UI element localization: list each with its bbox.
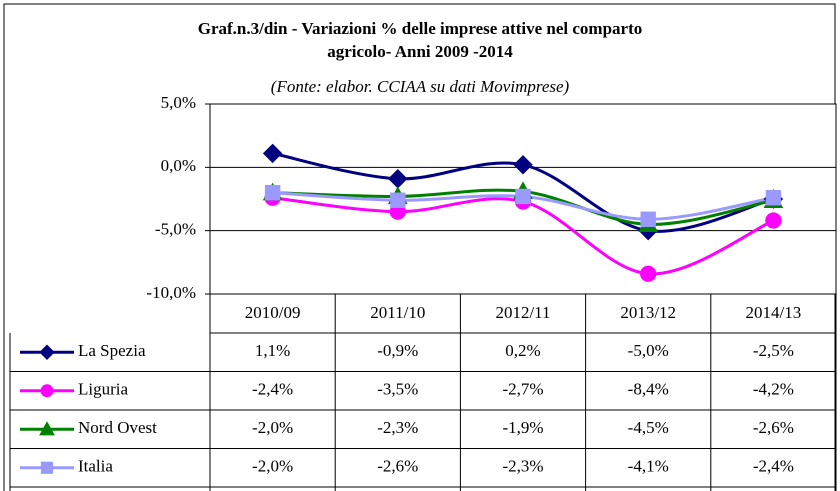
table-value: -2,0% [252, 457, 293, 476]
table-value: -0,9% [377, 341, 418, 360]
table-value: -4,5% [628, 418, 669, 437]
table-value: -5,0% [628, 341, 669, 360]
marker [390, 192, 406, 208]
legend-label: La Spezia [78, 341, 146, 360]
y-tick-label: -10,0% [146, 283, 196, 302]
x-tick-label: 2012/11 [495, 303, 550, 322]
marker [513, 155, 533, 175]
y-tick-label: -5,0% [155, 220, 196, 239]
table-value: -2,0% [252, 418, 293, 437]
table-value: -2,7% [502, 380, 543, 399]
table-value: 0,2% [505, 341, 540, 360]
y-tick-label: 0,0% [161, 156, 196, 175]
chart-subtitle: (Fonte: elabor. CCIAA su dati Movimprese… [271, 77, 570, 96]
table-value: -2,4% [753, 457, 794, 476]
x-tick-label: 2013/12 [620, 303, 676, 322]
marker [40, 384, 54, 398]
x-tick-label: 2011/10 [370, 303, 425, 322]
table-value: -3,5% [377, 380, 418, 399]
table-value: -2,6% [753, 418, 794, 437]
table-value: -2,3% [502, 457, 543, 476]
table-value: -4,1% [628, 457, 669, 476]
table-value: -2,5% [753, 341, 794, 360]
chart-title: agricolo- Anni 2009 -2014 [327, 42, 513, 61]
table-value: -1,9% [502, 418, 543, 437]
marker [40, 461, 54, 474]
y-tick-label: 5,0% [161, 93, 196, 112]
table-value: -8,4% [628, 380, 669, 399]
legend-label: Italia [78, 457, 113, 476]
marker [39, 421, 55, 436]
table-value: -2,4% [252, 380, 293, 399]
marker [515, 188, 531, 205]
marker [765, 212, 782, 229]
table-value: 1,1% [255, 341, 290, 360]
marker [39, 344, 55, 360]
table-value: -2,6% [377, 457, 418, 476]
legend-label: Nord Ovest [78, 418, 157, 437]
table-value: -4,2% [753, 380, 794, 399]
marker [264, 184, 281, 201]
marker [262, 143, 283, 164]
marker [765, 190, 782, 206]
marker [640, 211, 656, 227]
chart-title: Graf.n.3/din - Variazioni % delle impres… [198, 19, 642, 38]
table-value: -2,3% [377, 418, 418, 437]
x-tick-label: 2014/13 [746, 303, 802, 322]
legend-label: Liguria [78, 380, 128, 399]
x-tick-label: 2010/09 [245, 303, 301, 322]
marker [640, 265, 657, 282]
